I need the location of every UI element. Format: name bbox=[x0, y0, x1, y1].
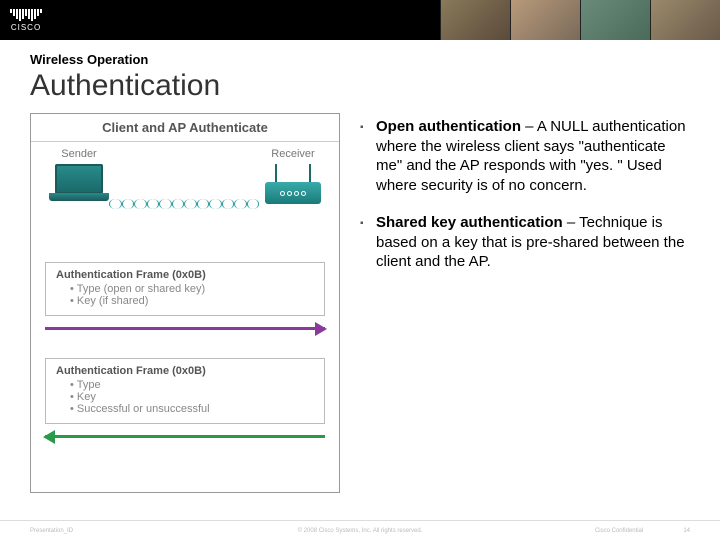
slide-content: Wireless Operation Authentication Client… bbox=[0, 40, 720, 510]
diagram-title: Client and AP Authenticate bbox=[31, 114, 339, 142]
bullet-list: Open authentication – A NULL authenticat… bbox=[360, 113, 690, 510]
receiver-device: Receiver bbox=[265, 148, 321, 204]
cisco-logo: CISCO bbox=[10, 9, 42, 32]
list-item: Successful or unsuccessful bbox=[70, 403, 314, 415]
bullet-item: Shared key authentication – Technique is… bbox=[360, 213, 690, 272]
slide-footer: Presentation_ID © 2008 Cisco Systems, In… bbox=[0, 520, 720, 540]
laptop-icon bbox=[49, 164, 109, 204]
frame2-title: Authentication Frame (0x0B) bbox=[56, 365, 314, 377]
footer-presentation-id: Presentation_ID bbox=[30, 528, 73, 534]
footer-right-group: Cisco Confidential 14 bbox=[595, 528, 690, 534]
footer-page-number: 14 bbox=[683, 528, 690, 534]
main-columns: Client and AP Authenticate Sender Receiv… bbox=[30, 113, 690, 510]
bullet-bold: Shared key authentication bbox=[376, 214, 563, 231]
list-item: Key bbox=[70, 391, 314, 403]
logo-text: CISCO bbox=[11, 23, 41, 32]
footer-confidential: Cisco Confidential bbox=[595, 528, 643, 534]
auth-frame-box-1: Authentication Frame (0x0B) Type (open o… bbox=[45, 262, 325, 316]
slide-title: Authentication bbox=[30, 69, 690, 103]
list-item: Type (open or shared key) bbox=[70, 283, 314, 295]
frame1-title: Authentication Frame (0x0B) bbox=[56, 269, 314, 281]
bullet-item: Open authentication – A NULL authenticat… bbox=[360, 117, 690, 195]
arrow-right-icon bbox=[45, 322, 325, 336]
access-point-icon bbox=[265, 164, 321, 204]
header-photo-strip bbox=[440, 0, 720, 40]
receiver-label: Receiver bbox=[265, 148, 321, 160]
wireless-wave-icon bbox=[109, 198, 259, 210]
frame2-list: Type Key Successful or unsuccessful bbox=[56, 379, 314, 415]
footer-copyright: © 2008 Cisco Systems, Inc. All rights re… bbox=[298, 528, 423, 534]
auth-frame-box-2: Authentication Frame (0x0B) Type Key Suc… bbox=[45, 358, 325, 424]
list-item: Key (if shared) bbox=[70, 295, 314, 307]
list-item: Type bbox=[70, 379, 314, 391]
sender-device: Sender bbox=[49, 148, 109, 204]
device-row: Sender Receiver bbox=[31, 142, 339, 204]
frame1-list: Type (open or shared key) Key (if shared… bbox=[56, 283, 314, 307]
arrow-left-icon bbox=[45, 430, 325, 444]
header-bar: CISCO bbox=[0, 0, 720, 40]
slide-subtitle: Wireless Operation bbox=[30, 52, 690, 67]
logo-bars-icon bbox=[10, 9, 42, 21]
auth-diagram: Client and AP Authenticate Sender Receiv… bbox=[30, 113, 340, 493]
bullet-bold: Open authentication bbox=[376, 118, 521, 135]
sender-label: Sender bbox=[49, 148, 109, 160]
